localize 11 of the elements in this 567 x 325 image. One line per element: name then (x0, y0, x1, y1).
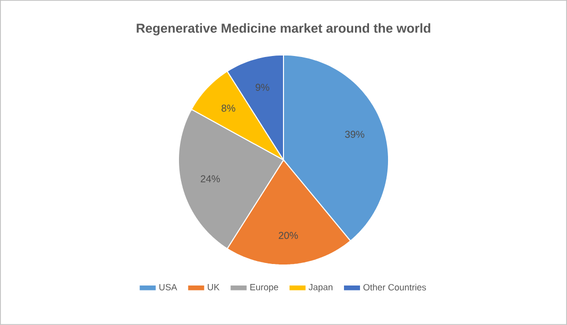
legend-label: Other Countries (363, 284, 426, 291)
data-label: 24% (200, 175, 220, 182)
legend-label: USA (159, 284, 178, 290)
data-label: 20% (278, 232, 298, 239)
chart-title: Regenerative Medicine market around the world (136, 23, 430, 36)
legend-label: Japan (308, 284, 332, 292)
legend-label: Europe (250, 284, 278, 292)
data-label: 9% (256, 84, 270, 91)
data-label: 8% (222, 104, 236, 112)
data-label: 39% (345, 130, 364, 138)
legend-label: UK (208, 284, 220, 290)
